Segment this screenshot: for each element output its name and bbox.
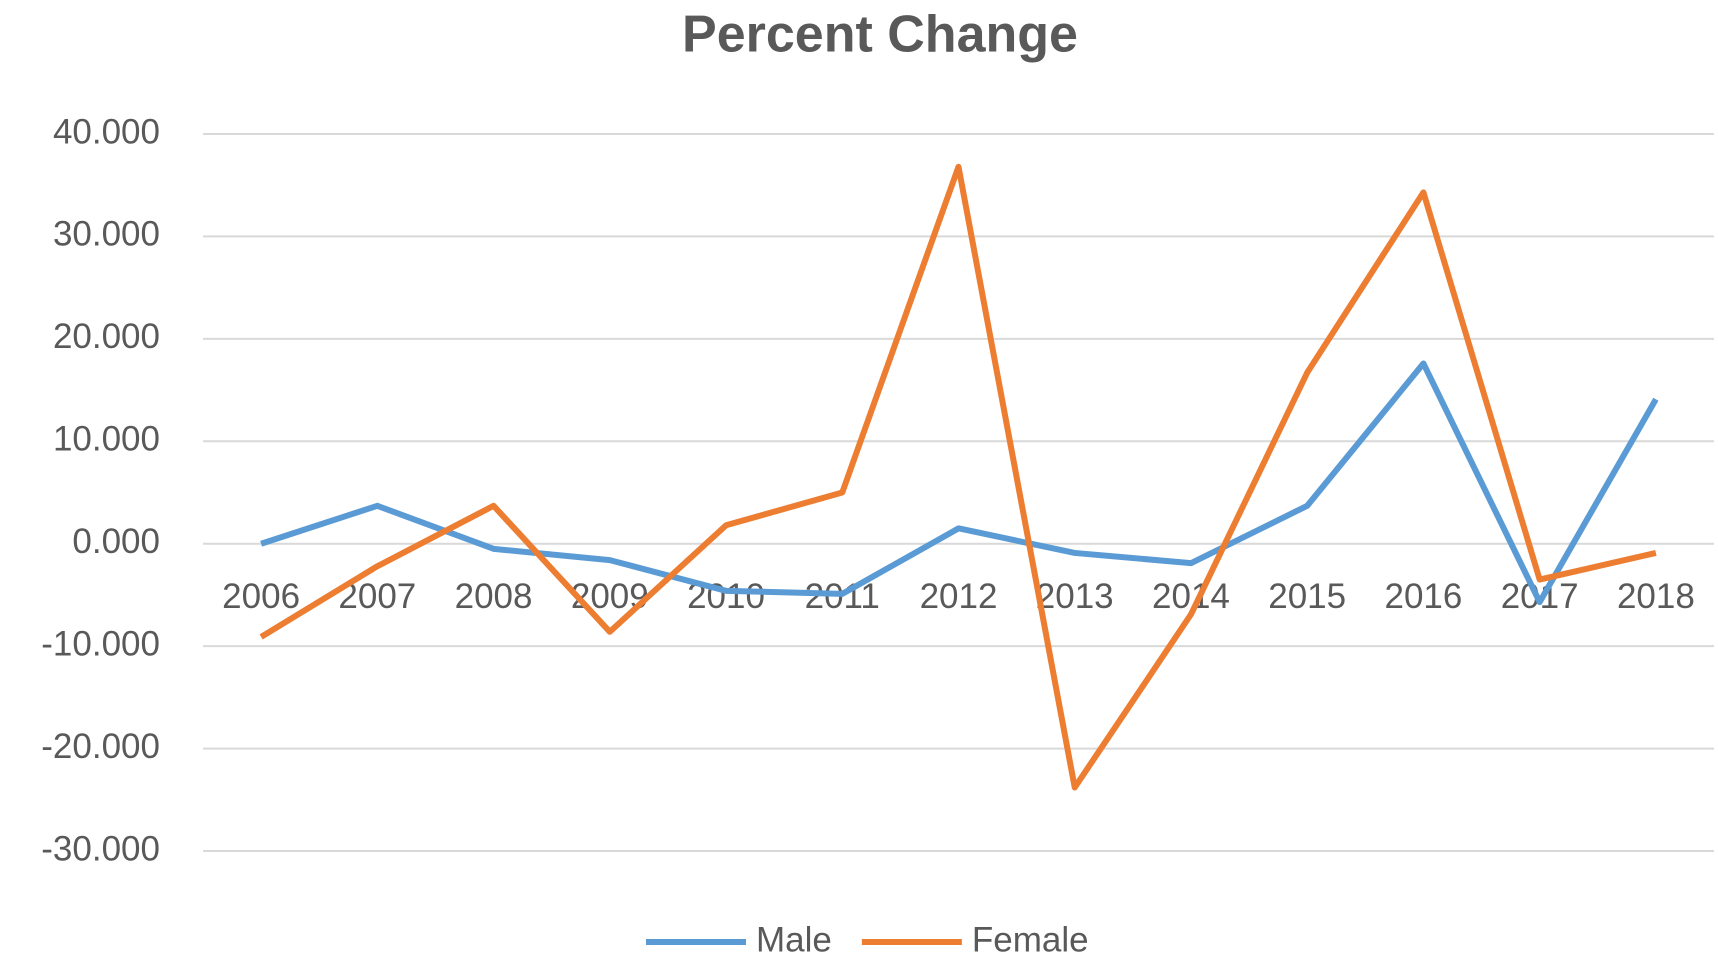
legend-label: Male [756,920,832,959]
x-tick-label: 2018 [1617,577,1695,616]
y-tick-label: -10.000 [41,624,160,663]
y-tick-label: 40.000 [53,112,160,151]
y-tick-label: -30.000 [41,829,160,868]
y-tick-label: -20.000 [41,727,160,766]
y-tick-label: 0.000 [72,522,160,561]
x-tick-label: 2006 [222,577,300,616]
y-tick-label: 20.000 [53,317,160,356]
legend-label: Female [972,920,1089,959]
x-tick-label: 2015 [1268,577,1346,616]
y-tick-label: 10.000 [53,420,160,459]
x-tick-label: 2013 [1036,577,1114,616]
y-tick-label: 30.000 [53,215,160,254]
x-tick-label: 2008 [455,577,533,616]
line-series [259,163,1657,791]
x-tick-label: 2012 [920,577,998,616]
line-series [260,360,1659,606]
x-tick-label: 2016 [1384,577,1462,616]
chart-title: Percent Change [682,6,1078,64]
